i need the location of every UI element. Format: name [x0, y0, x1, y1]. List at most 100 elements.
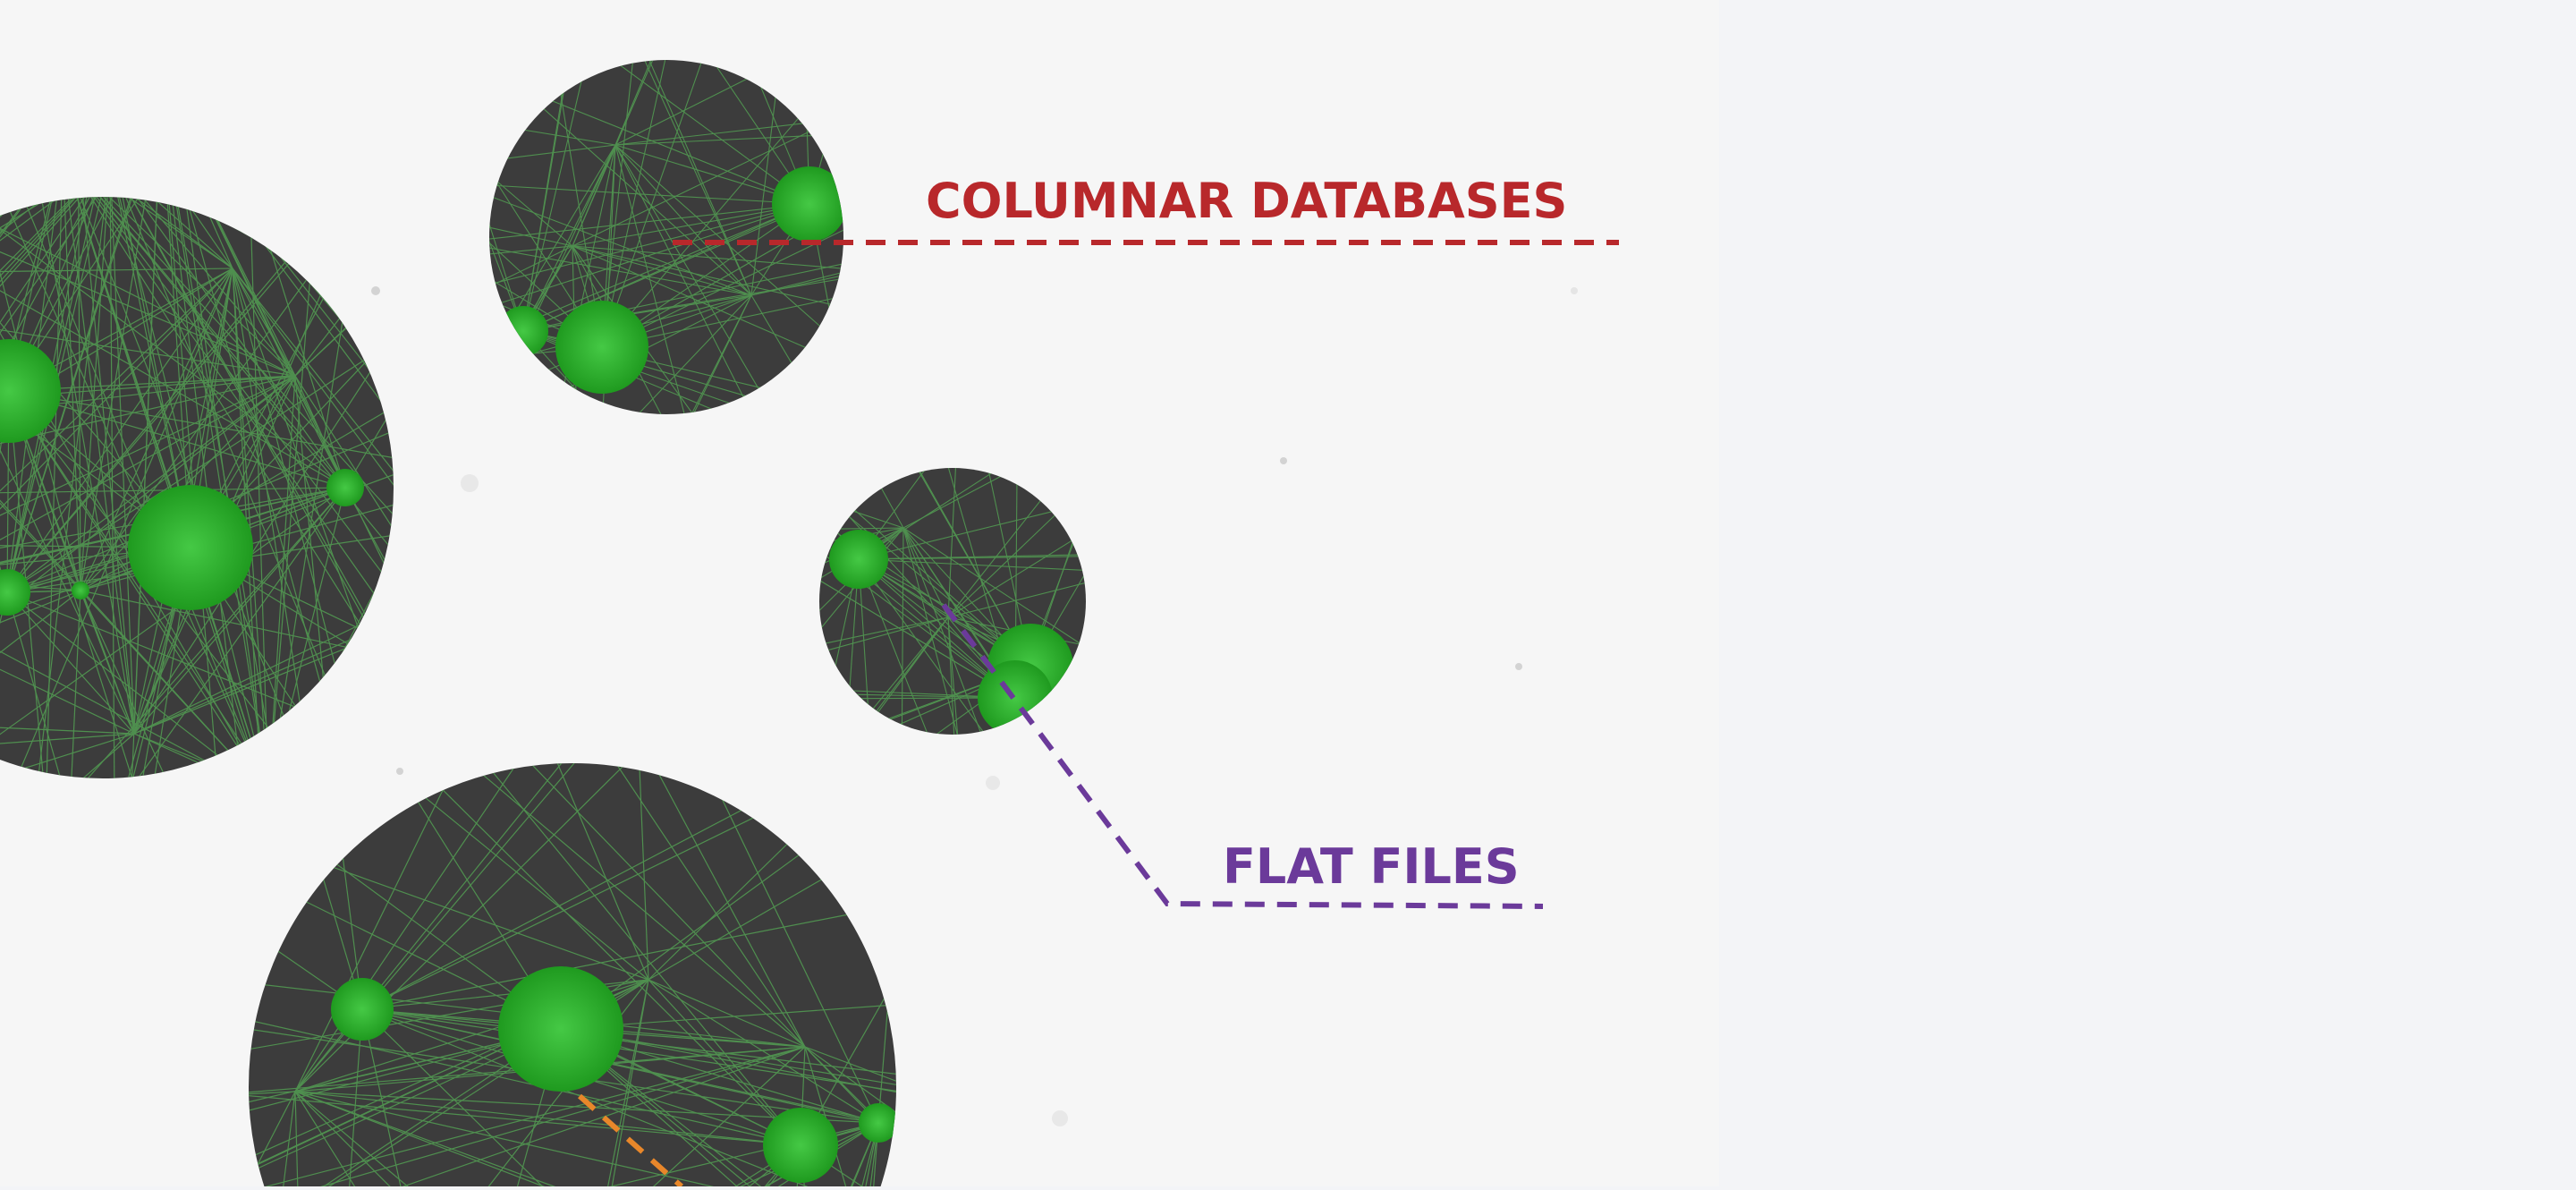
network-edge	[68, 733, 135, 778]
network-edge	[518, 763, 806, 1048]
network-edge	[601, 60, 634, 348]
network-edge	[0, 546, 269, 778]
network-edge	[249, 1091, 296, 1096]
network-node	[331, 978, 394, 1041]
network-edge	[560, 1028, 857, 1190]
network-edge	[550, 763, 649, 981]
network-edge	[614, 144, 827, 333]
network-edge	[750, 270, 843, 296]
network-edge	[294, 1091, 844, 1190]
network-edge	[133, 639, 369, 735]
network-edge	[232, 268, 365, 646]
network-edge	[776, 1122, 879, 1190]
network-sphere-top	[489, 60, 843, 414]
network-edge	[62, 197, 290, 730]
network-edge	[427, 1046, 806, 1190]
network-sphere-bottom	[249, 763, 896, 1190]
network-edge	[504, 144, 616, 330]
network-edge	[232, 268, 340, 682]
network-edge	[361, 1008, 449, 1190]
network-edge	[830, 1122, 879, 1190]
network-edge	[0, 268, 233, 644]
network-edge	[6, 352, 377, 593]
network-edge	[294, 375, 394, 545]
network-edge	[0, 307, 296, 377]
network-edge	[489, 203, 810, 286]
network-edge	[481, 763, 801, 1146]
network-edge	[614, 144, 764, 396]
network-edge	[6, 591, 309, 713]
network-edge	[80, 590, 361, 651]
network-edge	[560, 979, 649, 1190]
network-edge	[294, 768, 454, 1092]
network-edge	[902, 472, 1008, 529]
network-edge	[489, 245, 752, 296]
flat-label: FLAT FILES	[1223, 838, 1520, 895]
network-edge	[80, 197, 162, 591]
network-node	[763, 1108, 838, 1183]
network-edge	[294, 1091, 627, 1190]
network-edge	[0, 197, 64, 500]
network-edge	[294, 763, 527, 1092]
network-edge	[39, 197, 135, 735]
network-edge	[430, 778, 801, 1146]
network-edge	[0, 212, 296, 377]
network-edge	[648, 832, 800, 981]
network-edge	[250, 220, 269, 778]
network-edge	[648, 871, 836, 981]
network-edge	[75, 487, 346, 778]
network-edge	[844, 1122, 879, 1190]
network-edge	[294, 1091, 839, 1190]
network-edge	[6, 375, 296, 593]
network-edge	[572, 144, 616, 247]
network-edge	[80, 197, 111, 591]
network-edge	[614, 73, 757, 146]
network-edge	[109, 197, 269, 778]
network-edge	[361, 809, 770, 1010]
network-edge	[80, 268, 233, 591]
network-edge	[160, 197, 296, 377]
network-edge	[902, 527, 960, 735]
flat-leader-line	[941, 603, 1544, 909]
network-edge	[858, 554, 1085, 560]
network-edge	[160, 197, 217, 771]
network-edge	[489, 193, 752, 296]
network-edge	[601, 60, 705, 348]
network-edge	[872, 616, 949, 717]
network-edge	[750, 294, 797, 371]
network-node	[555, 301, 648, 394]
network-edge	[0, 591, 8, 761]
network-node	[498, 966, 623, 1092]
network-edge	[294, 375, 326, 698]
network-edge	[496, 144, 616, 160]
network-edge	[8, 197, 162, 392]
network-edge	[416, 1144, 801, 1190]
network-edge	[361, 1008, 879, 1124]
network-edge	[0, 375, 296, 491]
network-edge	[6, 252, 299, 593]
network-edge	[62, 197, 135, 735]
network-edge	[249, 1046, 806, 1190]
network-edge	[0, 197, 64, 511]
network-edge	[489, 245, 573, 288]
network-edge	[0, 209, 346, 489]
network-edge	[833, 527, 904, 530]
network-edge	[232, 268, 394, 490]
network-edge	[6, 591, 135, 735]
network-edge	[572, 245, 814, 352]
paper-specks	[371, 286, 1578, 1126]
network-edge	[6, 591, 65, 778]
network-edge	[819, 616, 949, 645]
network-edge	[489, 184, 810, 205]
network-edge	[160, 197, 271, 744]
network-edge	[361, 1008, 886, 1190]
network-edge	[294, 1091, 301, 1190]
network-edge	[505, 203, 810, 332]
network-edge	[0, 487, 346, 649]
network-edge	[361, 1008, 742, 1190]
network-edge	[80, 375, 296, 591]
network-edge	[361, 911, 864, 1010]
network-edge	[858, 509, 1059, 560]
